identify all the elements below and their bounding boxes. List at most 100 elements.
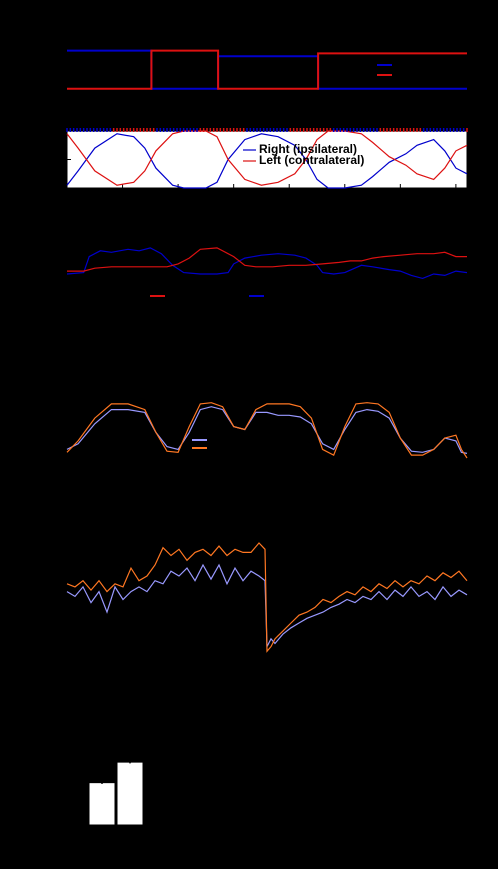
panel4-series-1 [66,402,468,459]
panel4-xtick-label: 250 [335,462,355,476]
panel4-ytick-label: 1 [56,394,63,408]
panel1-ytick-label: 1 [56,35,63,49]
panel1-xtick-label: 150 [224,103,244,117]
panel1-xtick-label: 100 [168,103,188,117]
panel2-legend: Right (ipsilateral)Left (contralateral) [243,142,364,167]
panel7-plot-area [223,757,315,826]
panel8-chart: 0.4 0.5 0.6 -40 -20 0 20 40 [351,741,467,843]
panel2-xtick-label: 250 [335,192,355,206]
panel4-ytick-label: 0.5 [46,423,63,437]
panel1-xtick-label: 250 [335,103,355,117]
panel4-ytick-label: 0 [56,451,63,465]
panel2-xtick-label: 100 [168,192,188,206]
panel2-xtick-label: 350 [446,192,466,206]
panel7-xtick-label: 20 [280,829,294,843]
panel4-xtick-label: 150 [224,462,244,476]
panel5-ytick-label: 0.2 [46,640,63,654]
panel5-ylabel-0: Proportion of rewarded trials [8,517,22,682]
panel6-bar-1 [116,761,144,826]
panel2-legend-label-1: Left (contralateral) [259,153,364,167]
panel1-ytick-label: 0 [56,92,63,106]
panel7-xtick-label: 0 [266,829,273,843]
panel5-ytick-label: 0.6 [46,577,63,591]
panel2-xtick-label: 50 [116,192,130,206]
panel7-ytick-label: 0.6 [203,793,220,807]
panel1-xtick-label: 200 [279,103,299,117]
panel3-xtick-label: 100 [168,307,188,321]
panel7-xtick-label: -20 [242,829,260,843]
panel8-ytick-label: 0.5 [351,780,368,794]
panel5-annotation-1: 17.2 trials [397,652,453,666]
panel5-xtick-label: 30 [380,682,394,696]
panel7-ytick-label: 0.7 [203,776,220,790]
panel1-xtick-label: 50 [116,103,130,117]
panel5-xtick-label: -50 [58,682,76,696]
panel5-xtick-label: -10 [218,682,236,696]
panel3-ytick-label: 0.5 [46,253,63,267]
panel5-ytick-label: 1 [56,514,63,528]
panel3-chart: -1-0.500.511 50 100 150 200 250 300 350 [42,238,468,321]
panel3-xtick-label: 250 [335,307,355,321]
panel3-xtick-label: 200 [279,307,299,321]
panel6-chart: 0 0.2 0.4 0.6 [46,741,174,832]
panel5-xtick-label: -30 [138,682,156,696]
panel5-xtick-label: 10 [300,682,314,696]
panel2-xtick-label: 200 [279,192,299,206]
panel5-ylabel-1: Proportion of high P responses [20,510,34,689]
panel2-series-1 [66,130,468,186]
panel5-ytick-label: 0.8 [46,545,63,559]
panel2-xtick-label: 300 [390,192,410,206]
panel1-xtick-label: 300 [390,103,410,117]
panel2-xtick-label: 150 [224,192,244,206]
panel7-ytick-label: 0.8 [203,759,220,773]
panel3-xtick-label: 1 [65,307,72,321]
panel1-series-0 [67,49,467,90]
panel5-xtick-label: 20 [340,682,354,696]
panel8-xtick-label: 40 [450,829,464,843]
panel2-series-0 [66,133,468,189]
panel3-series-0 [66,247,468,280]
panel2-legend-label-0: Right (ipsilateral) [259,142,357,156]
panel5-xtick-label: 40 [420,682,434,696]
panel7-chart: 0.5 0.6 0.7 0.8 -40 -20 0 20 40 [203,757,315,843]
panel5-annotation-0: 19.7 trials [397,637,453,651]
panel8-plot-area [371,747,467,826]
panel4-xtick-label: 50 [116,462,130,476]
panel3-xtick-label: 150 [224,307,244,321]
panel8-xtick-label: 0 [416,829,423,843]
panel1-ytick-label: 0.5 [46,64,63,78]
panel2-ytick-label: 0 [56,181,63,195]
panel5-chart: 0 0.2 0.4 0.6 0.8 1 -50 -40 -30 -20 -10 0 10 20 30 40 50… [8,510,474,696]
panel8-xtick-label: -20 [392,829,410,843]
panel4-series-0 [66,406,468,454]
panel6-ytick-label: 0.4 [46,767,63,781]
panel4-xtick-label: 350 [446,462,466,476]
panel3-ytick-label: 0 [56,267,63,281]
panel6-ytick-label: 0 [56,818,63,832]
panel8-xtick-label: 20 [431,829,445,843]
panel3-ytick-label: -0.5 [42,282,63,296]
panel6-bar-0 [88,782,116,826]
panel1-series-1 [67,49,467,90]
panel5-xtick-label: 50 [460,682,474,696]
panel3-ytick-label: -1 [52,296,63,310]
panel2-ytick-label: 0.5 [46,153,63,167]
panel4-xtick-label: 100 [168,462,188,476]
panel7-xtick-label: 40 [298,829,312,843]
panel3-xtick-label: 350 [446,307,466,321]
panel7-ytick-label: 0.5 [203,810,220,824]
panel3-xtick-label: 300 [390,307,410,321]
panel5-ytick-label: 0.4 [46,608,63,622]
panel4-xtick-label: 200 [279,462,299,476]
panel1-xtick-label: 350 [446,103,466,117]
panel3-ytick-label: 1 [56,238,63,252]
panel5-xtick-label: -40 [98,682,116,696]
panel8-xtick-label: -40 [373,829,391,843]
panel5-xtick-label: -20 [178,682,196,696]
panel3-xtick-label: 50 [116,307,130,321]
panel5-xtick-label: 0 [264,682,271,696]
